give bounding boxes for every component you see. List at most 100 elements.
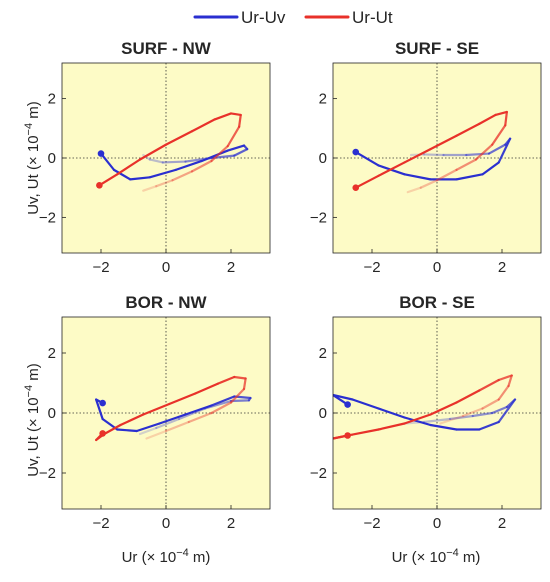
x-tick-label: −2 bbox=[363, 515, 380, 532]
series-segment-ur-uv bbox=[161, 160, 187, 164]
x-tick-label: 0 bbox=[162, 259, 170, 276]
series-segment-ur-ut bbox=[439, 414, 465, 425]
panel-surf-se: SURF - SE −2 0 2 −2 0 2 bbox=[310, 39, 542, 276]
series-ur-ut bbox=[95, 375, 247, 442]
panel-title: BOR - NW bbox=[125, 293, 207, 312]
y-tick-label: 2 bbox=[319, 345, 327, 362]
x-tick-label: 2 bbox=[498, 515, 506, 532]
x-tick-label: 0 bbox=[433, 259, 441, 276]
series-segment-ur-ut bbox=[494, 110, 508, 117]
x-tick-label: 2 bbox=[227, 259, 235, 276]
series-segment-ur-uv bbox=[455, 173, 484, 181]
panel-title: SURF - NW bbox=[121, 39, 212, 58]
series-segment-ur-ut bbox=[491, 124, 507, 146]
series-segment-ur-uv bbox=[135, 422, 161, 433]
series-segment-ur-uv bbox=[465, 152, 491, 157]
start-point-ur-ut bbox=[99, 430, 106, 437]
series-segment-ur-ut bbox=[145, 429, 168, 440]
panels: SURF - NW −2 0 2 −2 0 2 SURF - SE −2 0 2 −2 0 2 BOR - … bbox=[39, 39, 542, 532]
start-point-ur-uv bbox=[97, 150, 105, 157]
series-group bbox=[96, 112, 249, 192]
series-ur-ut bbox=[96, 112, 242, 192]
series-segment-ur-ut bbox=[507, 374, 513, 388]
x-tick-label: −2 bbox=[92, 515, 109, 532]
series-segment-ur-ut bbox=[164, 130, 194, 146]
ylabel-top: Uv, Ut (× 10−4 m) bbox=[23, 101, 42, 215]
series-segment-ur-ut bbox=[142, 402, 171, 416]
start-point-ur-uv bbox=[99, 399, 106, 407]
series-segment-ur-uv bbox=[184, 156, 213, 163]
series-segment-ur-ut bbox=[98, 173, 119, 187]
series-segment-ur-ut bbox=[403, 413, 432, 425]
y-tick-label: 2 bbox=[319, 91, 327, 108]
series-segment-ur-uv bbox=[351, 398, 380, 410]
panel-title: BOR - SE bbox=[399, 293, 475, 312]
xlabel-right: Ur (× 10−4 m) bbox=[392, 547, 481, 566]
series-segment-ur-uv bbox=[491, 405, 508, 415]
start-point-ur-uv bbox=[352, 148, 360, 156]
series-segment-ur-uv bbox=[478, 420, 500, 431]
series-segment-ur-ut bbox=[119, 413, 145, 427]
series-segment-ur-ut bbox=[478, 378, 500, 392]
series-segment-ur-ut bbox=[351, 428, 380, 436]
y-tick-label: 0 bbox=[48, 150, 56, 167]
y-tick-label: −2 bbox=[310, 465, 327, 482]
series-segment-ur-ut bbox=[377, 161, 406, 177]
start-point-ur-ut bbox=[96, 182, 103, 189]
series-segment-ur-ut bbox=[168, 392, 197, 406]
series-group bbox=[95, 375, 252, 442]
series-segment-ur-ut bbox=[142, 185, 158, 192]
start-point-ur-ut bbox=[344, 432, 351, 439]
panel-title: SURF - SE bbox=[395, 39, 479, 58]
x-tick-label: −2 bbox=[363, 259, 380, 276]
series-segment-ur-ut bbox=[504, 110, 508, 127]
series-segment-ur-ut bbox=[116, 158, 142, 176]
series-segment-ur-uv bbox=[487, 143, 507, 155]
series-segment-ur-ut bbox=[194, 382, 220, 395]
series-segment-ur-uv bbox=[233, 147, 249, 157]
series-segment-ur-uv bbox=[422, 153, 445, 157]
series-segment-ur-uv bbox=[403, 416, 432, 427]
series-segment-ur-ut bbox=[406, 186, 422, 194]
series-segment-ur-uv bbox=[129, 176, 151, 181]
series-segment-ur-ut bbox=[210, 401, 233, 415]
series-segment-ur-uv bbox=[504, 137, 512, 146]
y-tick-label: −2 bbox=[310, 209, 327, 226]
series-segment-ur-ut bbox=[474, 143, 494, 161]
y-tick-label: 0 bbox=[48, 405, 56, 422]
y-tick-label: 0 bbox=[319, 405, 327, 422]
series-ur-uv bbox=[333, 393, 517, 431]
panel-surf-nw: SURF - NW −2 0 2 −2 0 2 bbox=[39, 39, 271, 276]
x-tick-label: −2 bbox=[92, 259, 109, 276]
panel-bor-se: BOR - SE −2 0 2 −2 0 2 bbox=[310, 293, 542, 532]
series-segment-ur-ut bbox=[229, 112, 242, 117]
series-segment-ur-ut bbox=[429, 134, 458, 151]
series-segment-ur-uv bbox=[177, 407, 207, 421]
series-segment-ur-ut bbox=[190, 159, 213, 173]
series-segment-ur-uv bbox=[116, 428, 138, 433]
series-segment-ur-ut bbox=[481, 398, 500, 410]
series-segment-ur-ut bbox=[242, 377, 247, 391]
series-segment-ur-ut bbox=[155, 179, 174, 188]
start-point-ur-uv bbox=[344, 401, 351, 408]
xlabel-left: Ur (× 10−4 m) bbox=[122, 547, 211, 566]
series-segment-ur-uv bbox=[377, 407, 406, 419]
x-tick-label: 0 bbox=[162, 515, 170, 532]
series-segment-ur-uv bbox=[403, 173, 432, 181]
series-segment-ur-ut bbox=[226, 125, 241, 148]
series-segment-ur-uv bbox=[226, 144, 246, 152]
series-segment-ur-ut bbox=[419, 179, 439, 189]
legend: Ur-Uv Ur-Ut bbox=[193, 8, 393, 27]
series-group bbox=[352, 110, 512, 194]
series-segment-ur-ut bbox=[164, 420, 190, 433]
series-segment-ur-ut bbox=[354, 174, 380, 189]
series-segment-ur-uv bbox=[505, 398, 517, 409]
ylabel-bottom: Uv, Ut (× 10−4 m) bbox=[23, 363, 42, 477]
series-segment-ur-uv bbox=[203, 399, 233, 410]
series-segment-ur-uv bbox=[210, 395, 236, 407]
series-segment-ur-ut bbox=[455, 122, 481, 137]
series-segment-ur-ut bbox=[233, 375, 247, 380]
series-segment-ur-uv bbox=[429, 423, 458, 431]
series-segment-ur-ut bbox=[455, 389, 481, 404]
